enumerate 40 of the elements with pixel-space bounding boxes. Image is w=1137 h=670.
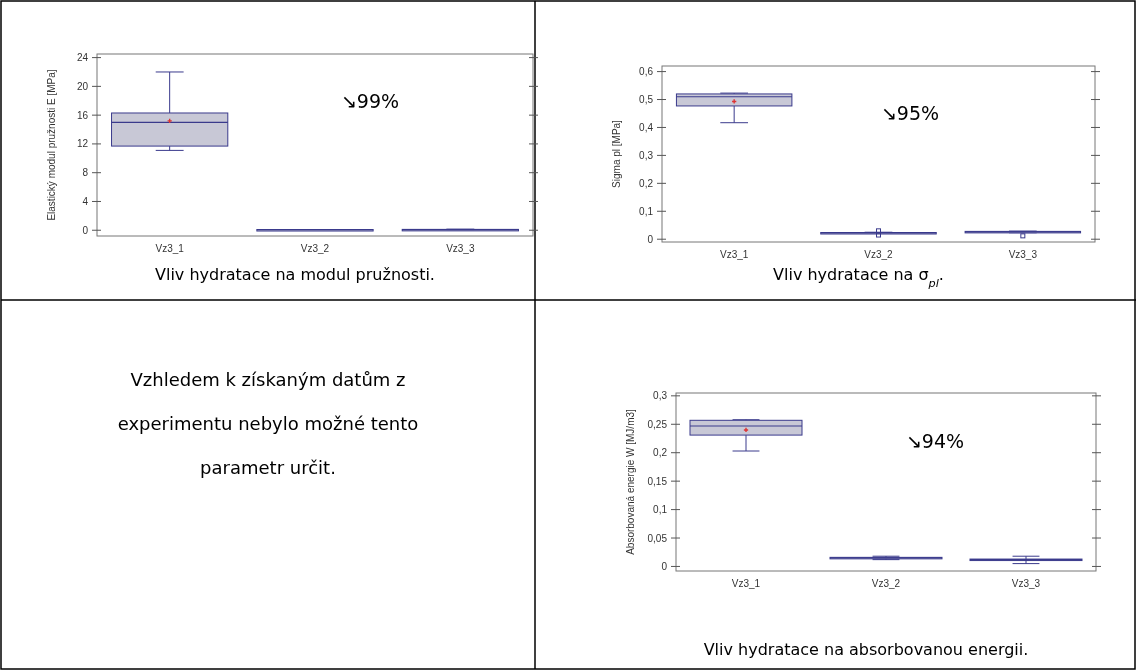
y-tick-label: 0,25 xyxy=(647,418,668,430)
x-tick-label: Vz3_1 xyxy=(719,249,749,260)
y-tick-label: 0,05 xyxy=(647,532,668,544)
x-tick-label: Vz3_1 xyxy=(731,578,761,589)
y-tick-label: 0,4 xyxy=(639,121,654,133)
y-axis-title: Absorbovaná energie W [MJ/m3] xyxy=(625,408,636,555)
y-axis-title: Elastický modul pružnosti E [MPa] xyxy=(46,69,57,221)
y-tick-label: 0,6 xyxy=(639,66,654,78)
x-tick-label: Vz3_1 xyxy=(155,243,185,254)
y-tick-label: 20 xyxy=(76,80,89,92)
y-tick-label: 0,2 xyxy=(653,447,668,459)
text: Vliv hydratace na modul pružnosti. xyxy=(155,265,435,284)
y-tick-label: 0,3 xyxy=(639,149,654,161)
y-tick-label: 12 xyxy=(76,138,89,150)
x-tick-label: Vz3_2 xyxy=(300,243,330,254)
y-tick-label: 0,15 xyxy=(647,475,668,487)
y-tick-label: 0 xyxy=(647,233,654,245)
annotation: ↘95% xyxy=(880,102,940,124)
x-tick-label: Vz3_2 xyxy=(871,578,901,589)
y-tick-label: 8 xyxy=(82,167,89,179)
y-axis-title: Sigma pl [MPa] xyxy=(611,119,622,188)
y-tick-label: 24 xyxy=(76,52,89,64)
annotation: ↘99% xyxy=(340,90,400,112)
x-tick-label: Vz3_3 xyxy=(1008,249,1038,260)
y-tick-label: 16 xyxy=(76,109,89,121)
y-tick-label: 4 xyxy=(82,195,89,207)
y-tick-label: 0,3 xyxy=(653,390,668,402)
text: Vzhledem k získaným datům z experimentu nebylo možné tento parametr určit. xyxy=(117,369,419,478)
text: Vliv hydratace na absorbovanou energii. xyxy=(703,640,1029,659)
y-tick-label: 0,1 xyxy=(653,504,668,516)
y-tick-label: 0 xyxy=(82,224,89,236)
y-tick-label: 0,1 xyxy=(639,205,654,217)
y-tick-label: 0,5 xyxy=(639,94,654,106)
x-tick-label: Vz3_2 xyxy=(864,249,894,260)
x-tick-label: Vz3_3 xyxy=(446,243,475,254)
text: Vliv hydratace na σ$_{pl}$. xyxy=(773,265,944,290)
y-tick-label: 0,2 xyxy=(639,177,654,189)
x-tick-label: Vz3_3 xyxy=(1011,578,1041,589)
y-tick-label: 0 xyxy=(661,560,668,572)
annotation: ↘94% xyxy=(905,430,965,452)
